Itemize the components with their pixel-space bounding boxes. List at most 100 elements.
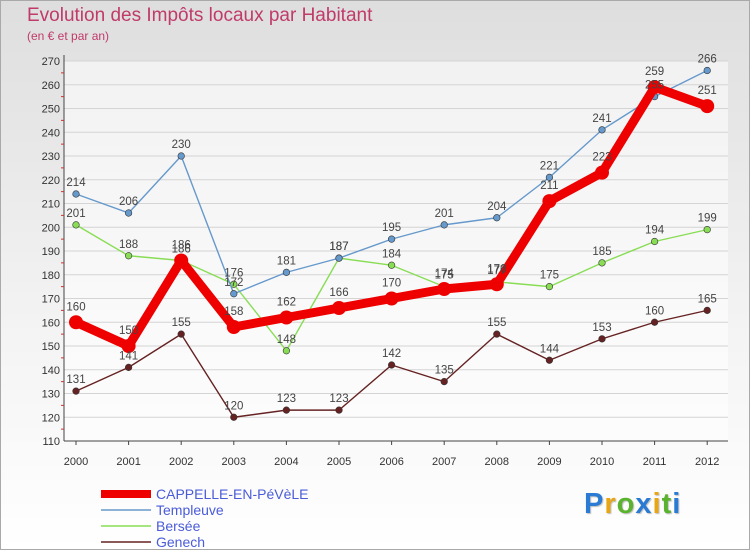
data-label: 188: [119, 239, 138, 251]
data-label: 135: [435, 365, 454, 377]
data-point: [703, 226, 711, 234]
data-point: [72, 387, 80, 395]
x-tick-label: 2006: [379, 456, 403, 468]
legend-label: Bersée: [156, 518, 201, 534]
grid-lines: [64, 60, 728, 442]
data-point: [124, 252, 133, 260]
data-point: [437, 282, 452, 296]
data-point: [177, 330, 185, 338]
legend-label: Templeuve: [156, 502, 224, 518]
data-label: 148: [277, 334, 296, 346]
data-point: [703, 66, 711, 75]
x-tick-label: 2012: [695, 456, 719, 468]
data-label: 221: [540, 160, 559, 172]
data-point: [388, 361, 396, 369]
data-label: 175: [540, 270, 559, 282]
y-tick-label: 110: [42, 436, 60, 448]
data-point: [542, 194, 557, 209]
data-point: [598, 259, 606, 267]
x-tick-label: 2005: [327, 456, 351, 468]
data-point: [703, 306, 711, 314]
data-point: [388, 261, 396, 269]
y-tick-label: 120: [42, 412, 60, 424]
data-label: 255: [645, 80, 664, 92]
data-point: [177, 152, 185, 160]
data-point: [493, 214, 501, 222]
y-tick-label: 220: [42, 175, 60, 187]
brand-letter: t: [661, 488, 673, 520]
y-tick-label: 180: [42, 270, 60, 282]
data-point: [230, 413, 238, 421]
y-tick-label: 170: [42, 294, 60, 306]
data-label: 120: [224, 400, 243, 412]
x-tick-label: 2010: [590, 456, 614, 468]
data-label: 166: [329, 287, 348, 299]
data-label: 123: [277, 393, 296, 405]
data-label: 201: [66, 208, 85, 220]
y-tick-label: 150: [42, 341, 60, 353]
data-point: [384, 291, 399, 306]
x-tick-label: 2008: [485, 456, 509, 468]
y-tick-label: 270: [42, 56, 60, 68]
data-label: 181: [277, 255, 296, 267]
data-label: 155: [172, 317, 191, 329]
data-label: 176: [224, 267, 243, 279]
y-tick-label: 140: [42, 365, 60, 377]
data-label: 162: [277, 297, 296, 309]
data-point: [440, 378, 448, 386]
data-point: [493, 330, 501, 338]
data-label: 185: [592, 246, 611, 258]
data-point: [647, 80, 662, 95]
data-point: [332, 301, 346, 315]
data-point: [282, 347, 291, 355]
y-tick-label: 210: [42, 199, 60, 211]
data-point: [226, 320, 241, 334]
data-point: [440, 221, 448, 229]
data-label: 160: [66, 301, 85, 313]
data-label: 223: [592, 152, 611, 164]
brand-letter: i: [652, 488, 662, 520]
brand-logo: Proxiti: [584, 488, 681, 521]
legend-label: Genech: [156, 534, 205, 550]
data-label: 177: [487, 265, 506, 277]
data-label: 155: [487, 317, 506, 329]
x-tick-label: 2007: [432, 456, 456, 468]
data-point: [388, 235, 396, 243]
data-point: [650, 318, 659, 326]
data-label: 241: [592, 113, 611, 125]
data-label: 144: [540, 343, 560, 355]
data-label: 201: [435, 208, 454, 220]
legend-label: CAPPELLE-EN-PéVèLE: [156, 486, 309, 502]
data-label: 160: [645, 305, 664, 317]
data-point: [174, 253, 189, 268]
data-label: 141: [119, 350, 138, 362]
data-point: [545, 173, 554, 181]
data-point: [279, 310, 294, 325]
data-label: 170: [382, 278, 401, 290]
brand-letter: o: [616, 488, 636, 520]
chart-title: Evolution des Impôts locaux par Habitant: [27, 5, 373, 26]
y-tick-label: 260: [42, 80, 60, 92]
data-label: 150: [119, 325, 138, 337]
series-lines: [69, 66, 715, 421]
data-label: 230: [172, 139, 191, 151]
data-labels: 131 141 155 120 123 123 142 135 155 144 153 160 165 2…: [66, 54, 716, 413]
data-point: [72, 190, 80, 198]
data-label: 172: [224, 277, 243, 289]
data-label: 176: [487, 263, 506, 275]
brand-letter: i: [672, 488, 682, 520]
brand-letter: r: [604, 488, 617, 520]
data-point: [489, 277, 504, 292]
data-point: [545, 356, 554, 364]
data-point: [595, 165, 609, 180]
data-point: [598, 126, 606, 134]
data-point: [124, 209, 133, 217]
y-tick-label: 230: [42, 151, 60, 163]
data-point: [282, 406, 291, 414]
y-tick-label: 250: [42, 104, 60, 116]
data-point: [700, 99, 715, 114]
data-label: 259: [645, 66, 664, 78]
data-label: 158: [224, 306, 243, 318]
